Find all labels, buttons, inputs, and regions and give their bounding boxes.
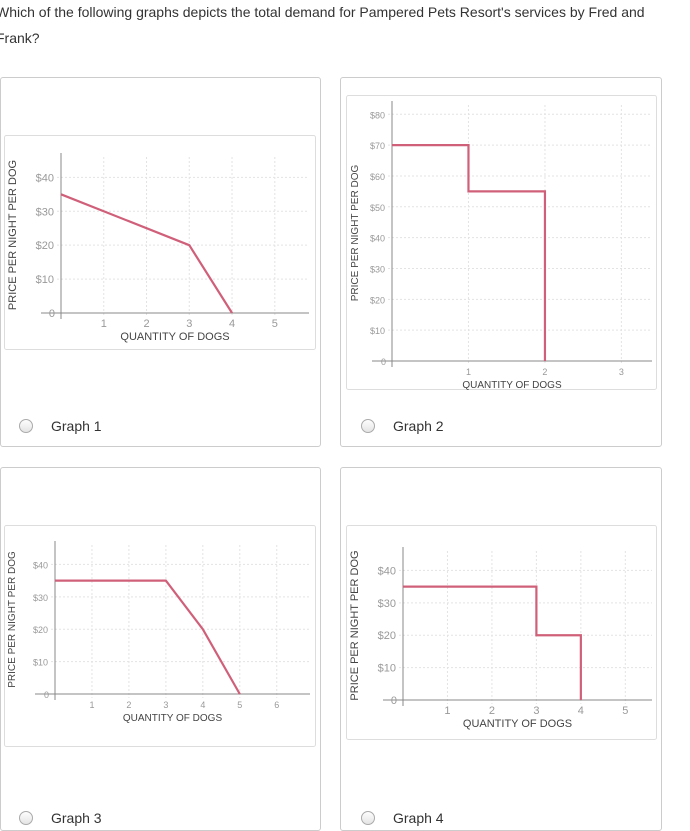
y-tick-label: $10 bbox=[378, 663, 396, 675]
demand-line bbox=[55, 579, 241, 695]
y-tick-label: $30 bbox=[370, 264, 385, 274]
y-tick-label: $40 bbox=[370, 234, 385, 244]
radio-button-graph-2[interactable] bbox=[361, 419, 375, 433]
option-graph-3[interactable]: Graph 3 bbox=[19, 810, 102, 826]
option-card-graph-4: 1 2 3 4 5 $10 $20 $30 $40 0 QUANTITY OF DOGS PRICE … bbox=[340, 467, 662, 831]
y-axis-label: PRICE PER NIGHT PER DOG bbox=[7, 160, 19, 310]
demand-line bbox=[392, 143, 547, 361]
x-tick-label: 4 bbox=[200, 700, 205, 710]
demand-line bbox=[403, 585, 582, 700]
x-tick-label: 1 bbox=[101, 318, 107, 330]
x-tick-label: 1 bbox=[466, 367, 471, 377]
y-tick-label: $40 bbox=[33, 560, 48, 570]
y-tick-label: $10 bbox=[370, 326, 385, 336]
origin-label: 0 bbox=[391, 695, 397, 707]
origin-label: 0 bbox=[44, 690, 49, 700]
y-tick-label: $20 bbox=[33, 625, 48, 635]
y-tick-label: $30 bbox=[378, 598, 396, 610]
x-tick-label: 5 bbox=[272, 318, 278, 330]
x-tick-label: 2 bbox=[126, 700, 131, 710]
x-tick-label: 3 bbox=[533, 705, 539, 717]
graph-1-chart: 1 2 3 4 5 $10 $20 $30 $40 0 QUANTITY OF DOGS PRICE … bbox=[4, 135, 316, 350]
y-tick-label: $10 bbox=[33, 658, 48, 668]
chart-frame bbox=[346, 95, 657, 390]
option-card-graph-1: 1 2 3 4 5 $10 $20 $30 $40 0 QUANTITY OF DOGS PRICE … bbox=[0, 77, 321, 447]
y-tick-label: $30 bbox=[36, 206, 54, 218]
radio-button-graph-1[interactable] bbox=[19, 419, 33, 433]
y-tick-label: $40 bbox=[378, 565, 396, 577]
option-card-graph-3: 1 2 3 4 5 6 $10 $20 $30 $40 0 QUANTITY OF DOGS PRICE… bbox=[0, 467, 321, 831]
question-text: Which of the following graphs depicts th… bbox=[0, 4, 645, 46]
y-tick-label: $20 bbox=[36, 240, 54, 252]
y-tick-label: $20 bbox=[378, 630, 396, 642]
radio-button-graph-4[interactable] bbox=[361, 811, 375, 825]
x-tick-label: 4 bbox=[229, 318, 235, 330]
x-tick-label: 2 bbox=[542, 367, 547, 377]
origin-label: 0 bbox=[381, 357, 386, 367]
graph-2-chart: 1 2 3 $10 $20 $30 $40 $50 $60 $70 $80 0 QUANTITY OF … bbox=[346, 95, 657, 390]
y-tick-label: $60 bbox=[370, 172, 385, 182]
y-tick-label: $10 bbox=[36, 274, 54, 286]
y-tick-label: $80 bbox=[370, 110, 385, 120]
x-tick-label: 4 bbox=[578, 705, 584, 717]
y-tick-label: $30 bbox=[33, 593, 48, 603]
option-label-graph-4: Graph 4 bbox=[393, 810, 444, 826]
graph-3-chart: 1 2 3 4 5 6 $10 $20 $30 $40 0 QUANTITY OF DOGS PRICE… bbox=[4, 525, 316, 747]
x-tick-label: 3 bbox=[186, 318, 192, 330]
y-axis-label: PRICE PER NIGHT PER DOG bbox=[7, 551, 18, 688]
x-tick-label: 3 bbox=[163, 700, 168, 710]
y-tick-label: $20 bbox=[370, 295, 385, 305]
x-axis-label: QUANTITY OF DOGS bbox=[462, 380, 562, 390]
y-tick-label: $50 bbox=[370, 203, 385, 213]
y-tick-label: $70 bbox=[370, 141, 385, 151]
option-label-graph-1: Graph 1 bbox=[51, 418, 102, 434]
x-tick-label: 6 bbox=[274, 700, 279, 710]
option-graph-1[interactable]: Graph 1 bbox=[19, 418, 102, 434]
chart-frame bbox=[4, 135, 316, 350]
graph-4-chart: 1 2 3 4 5 $10 $20 $30 $40 0 QUANTITY OF DOGS PRICE … bbox=[346, 525, 657, 740]
x-axis-label: QUANTITY OF DOGS bbox=[120, 331, 229, 343]
option-label-graph-3: Graph 3 bbox=[51, 810, 102, 826]
x-tick-label: 5 bbox=[622, 705, 628, 717]
y-tick-label: $40 bbox=[36, 172, 54, 184]
option-label-graph-2: Graph 2 bbox=[393, 418, 444, 434]
x-tick-label: 2 bbox=[143, 318, 149, 330]
option-graph-2[interactable]: Graph 2 bbox=[361, 418, 444, 434]
x-axis-label: QUANTITY OF DOGS bbox=[123, 713, 223, 724]
radio-button-graph-3[interactable] bbox=[19, 811, 33, 825]
chart-frame bbox=[346, 525, 657, 740]
option-graph-4[interactable]: Graph 4 bbox=[361, 810, 444, 826]
y-axis-label: PRICE PER NIGHT PER DOG bbox=[349, 550, 361, 700]
origin-label: 0 bbox=[49, 308, 55, 320]
x-tick-label: 1 bbox=[444, 705, 450, 717]
x-tick-label: 2 bbox=[489, 705, 495, 717]
x-tick-label: 5 bbox=[237, 700, 242, 710]
x-tick-label: 3 bbox=[619, 367, 624, 377]
demand-line bbox=[60, 193, 233, 314]
option-card-graph-2: 1 2 3 $10 $20 $30 $40 $50 $60 $70 $80 0 QUANTITY OF … bbox=[340, 77, 662, 447]
x-axis-label: QUANTITY OF DOGS bbox=[463, 718, 572, 730]
y-axis-label: PRICE PER NIGHT PER DOG bbox=[350, 165, 361, 302]
x-tick-label: 1 bbox=[89, 700, 94, 710]
